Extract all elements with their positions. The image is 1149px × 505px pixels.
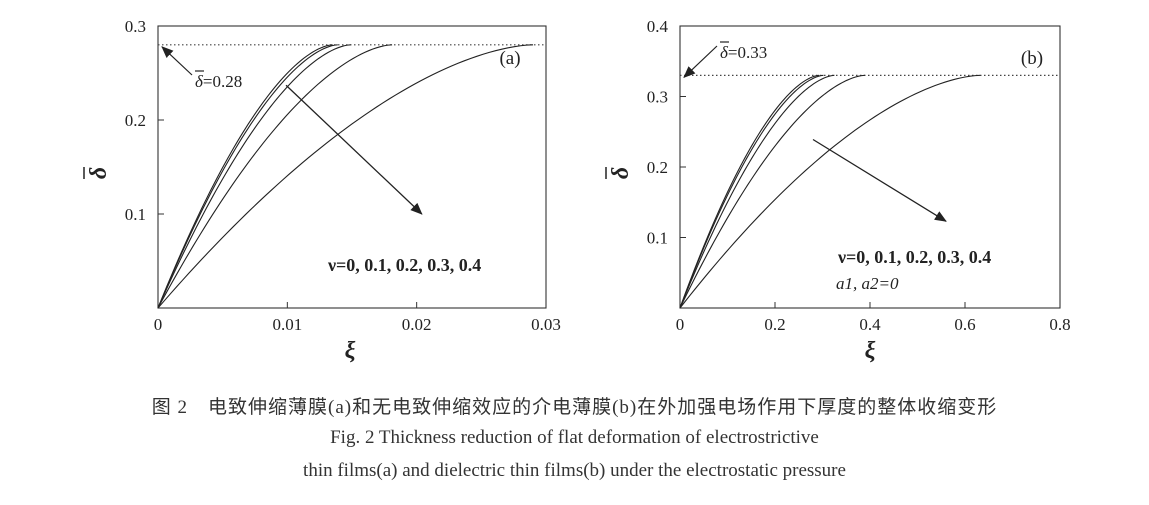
y-axis-label-group: δ (605, 167, 634, 179)
y-tick-label: 0.1 (125, 205, 146, 224)
series-curve-0 (157, 44, 333, 309)
x-tick-label: 0.01 (272, 315, 302, 334)
y-tick-label: 0.3 (125, 17, 146, 36)
y-axis-label-group: δ (83, 167, 112, 179)
series-curve-2 (679, 74, 835, 309)
delta-symbol: δ (720, 43, 729, 62)
x-tick-label: 0 (154, 315, 163, 334)
y-tick-label: 0.1 (647, 229, 668, 248)
reference-pointer-arrow (161, 46, 193, 76)
caption-chinese: 图 2 电致伸缩薄膜(a)和无电致伸缩效应的介电薄膜(b)在外加强电场作用下厚度… (151, 397, 998, 418)
series-curve-3 (679, 74, 865, 309)
x-tick-label: 0 (676, 315, 685, 334)
series-curve-4 (679, 74, 981, 309)
reference-value: =0.33 (728, 43, 767, 62)
reference-line-label: δ=0.28 (195, 72, 242, 91)
reference-pointer-arrow (683, 45, 718, 79)
plot-frame (157, 25, 547, 309)
x-axis-label: ξ (865, 338, 876, 364)
series-curve-3 (157, 44, 393, 309)
trend-arrow (285, 84, 423, 215)
series-curve-1 (679, 74, 824, 309)
y-tick-label: 0.2 (125, 111, 146, 130)
y-axis-label: δ (86, 167, 112, 179)
reference-value: =0.28 (203, 72, 242, 91)
trend-arrow (812, 138, 947, 222)
reference-line-label: δ=0.33 (720, 43, 767, 62)
nu-annotation: ν=0, 0.1, 0.2, 0.3, 0.4 (327, 255, 481, 275)
y-axis-label: δ (608, 167, 634, 179)
x-tick-label: 0.8 (1049, 315, 1070, 334)
y-tick-label: 0.3 (647, 88, 668, 107)
y-tick-label: 0.4 (647, 17, 669, 36)
caption-english-line-2: thin films(a) and dielectric thin films(… (303, 460, 846, 481)
x-tick-label: 0.2 (764, 315, 785, 334)
panel-label: (a) (499, 48, 520, 69)
series-curve-4 (157, 44, 534, 309)
nu-annotation: ν=0, 0.1, 0.2, 0.3, 0.4 (837, 247, 991, 267)
series-curve-2 (157, 44, 351, 309)
caption-english-line-1: Fig. 2 Thickness reduction of flat defor… (330, 427, 819, 448)
x-tick-label: 0.6 (954, 315, 975, 334)
y-tick-label: 0.2 (647, 158, 668, 177)
series-curve-1 (157, 44, 338, 309)
x-tick-label: 0.03 (531, 315, 561, 334)
panel-label: (b) (1021, 48, 1043, 69)
x-axis-label: ξ (345, 338, 356, 364)
coefficient-annotation: a1, a2=0 (836, 274, 899, 293)
x-tick-label: 0.4 (859, 315, 881, 334)
delta-symbol: δ (195, 72, 204, 91)
x-tick-label: 0.02 (402, 315, 432, 334)
series-curve-0 (679, 74, 820, 309)
